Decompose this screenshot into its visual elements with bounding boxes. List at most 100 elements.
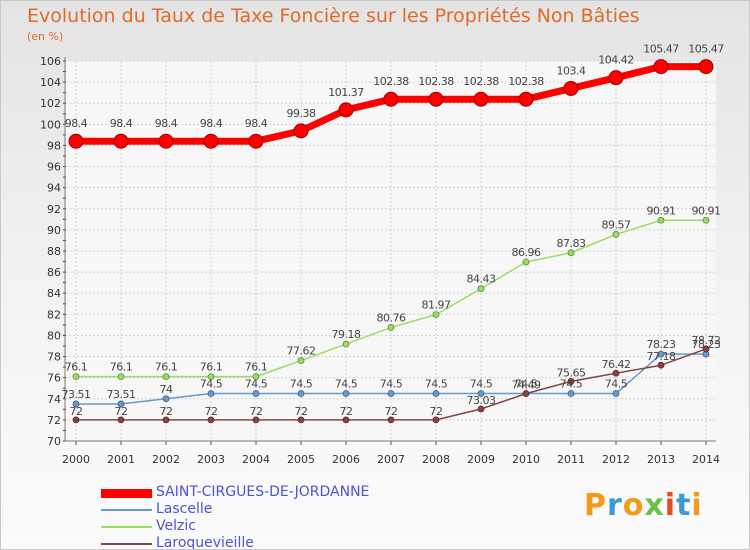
legend-swatch: [101, 526, 152, 528]
data-label: 73.03: [467, 394, 496, 407]
data-point: [432, 311, 440, 319]
data-label: 74.5: [425, 378, 448, 391]
data-point: [387, 390, 395, 397]
data-label: 75.65: [557, 366, 586, 379]
legend-swatch: [101, 488, 152, 498]
y-tick-label: 72: [47, 414, 61, 427]
x-tick-label: 2013: [647, 453, 675, 466]
data-point: [338, 102, 354, 118]
y-tick-label: 98: [47, 139, 61, 152]
y-tick-label: 84: [47, 287, 61, 300]
data-point: [203, 133, 219, 149]
x-tick-label: 2012: [602, 453, 630, 466]
data-label: 78.23: [692, 338, 721, 351]
data-label: 78.72: [692, 334, 721, 347]
data-label: 76.42: [602, 358, 631, 371]
data-point: [72, 416, 80, 424]
data-point: [428, 91, 444, 107]
x-tick-label: 2006: [332, 453, 360, 466]
data-point: [117, 373, 125, 381]
data-label: 76.1: [110, 361, 133, 374]
data-label: 72: [160, 405, 173, 418]
data-label: 101.37: [328, 86, 364, 99]
data-label: 74.5: [380, 378, 403, 391]
data-point: [432, 390, 440, 397]
legend-label: SAINT-CIRGUES-DE-JORDANNE: [156, 484, 370, 500]
data-label: 72: [250, 405, 263, 418]
data-label: 72: [205, 405, 218, 418]
data-point: [248, 133, 264, 149]
data-point: [162, 395, 170, 403]
proxiti-logo: Proxiti: [584, 488, 703, 523]
data-label: 74: [160, 383, 173, 396]
data-point: [72, 373, 80, 381]
data-label: 72: [70, 405, 83, 418]
data-label: 72: [430, 405, 443, 418]
data-label: 74.5: [470, 378, 493, 391]
data-point: [612, 369, 620, 377]
data-point: [162, 373, 170, 381]
data-point: [252, 373, 260, 381]
y-tick-label: 106: [40, 55, 61, 68]
y-tick-label: 102: [40, 97, 61, 110]
data-point: [68, 133, 84, 149]
data-label: 102.38: [463, 75, 499, 88]
y-tick-label: 76: [47, 372, 61, 385]
data-label: 102.38: [508, 75, 544, 88]
data-label: 76.1: [155, 361, 178, 374]
data-point: [518, 91, 534, 107]
data-label: 105.47: [643, 43, 679, 56]
legend-label: Velzic: [156, 518, 196, 534]
data-point: [563, 80, 579, 96]
data-point: [297, 416, 305, 424]
data-point: [477, 405, 485, 413]
y-tick-label: 78: [47, 351, 61, 364]
data-label: 98.4: [110, 117, 133, 130]
legend-swatch: [101, 509, 152, 511]
data-label: 74.5: [200, 378, 223, 391]
x-tick-label: 2009: [467, 453, 495, 466]
x-tick-label: 2001: [107, 453, 135, 466]
data-point: [297, 390, 305, 397]
data-label: 102.38: [418, 75, 454, 88]
data-point: [653, 59, 669, 75]
data-point: [207, 373, 215, 381]
data-label: 76.1: [200, 361, 223, 374]
y-tick-label: 100: [40, 118, 61, 131]
data-point: [113, 133, 129, 149]
data-point: [612, 390, 620, 397]
data-label: 74.5: [605, 378, 628, 391]
y-tick-label: 82: [47, 308, 61, 321]
data-label: 74.49: [512, 379, 541, 392]
data-label: 74.5: [290, 378, 313, 391]
data-label: 84.43: [467, 273, 496, 286]
y-tick-label: 70: [47, 435, 61, 448]
data-label: 78.23: [647, 338, 676, 351]
data-label: 102.38: [373, 75, 409, 88]
legend-label: Lascelle: [156, 501, 213, 517]
data-point: [567, 390, 575, 397]
data-label: 90.91: [647, 204, 676, 217]
y-tick-label: 86: [47, 266, 61, 279]
legend-swatch: [101, 543, 152, 545]
data-point: [158, 133, 174, 149]
data-point: [702, 345, 710, 353]
data-point: [477, 390, 485, 397]
data-point: [522, 258, 530, 266]
data-point: [117, 416, 125, 424]
data-label: 87.83: [557, 237, 586, 250]
data-label: 98.4: [155, 117, 178, 130]
data-point: [207, 390, 215, 397]
data-point: [522, 390, 530, 398]
data-point: [117, 400, 125, 408]
logo-letter: i: [664, 488, 677, 523]
data-label: 103.4: [557, 64, 586, 77]
y-tick-label: 94: [47, 182, 61, 195]
logo-letter: r: [607, 488, 623, 523]
data-label: 86.96: [512, 246, 541, 259]
data-label: 99.38: [287, 107, 316, 120]
x-tick-label: 2004: [242, 453, 270, 466]
logo-letter: x: [644, 488, 665, 523]
